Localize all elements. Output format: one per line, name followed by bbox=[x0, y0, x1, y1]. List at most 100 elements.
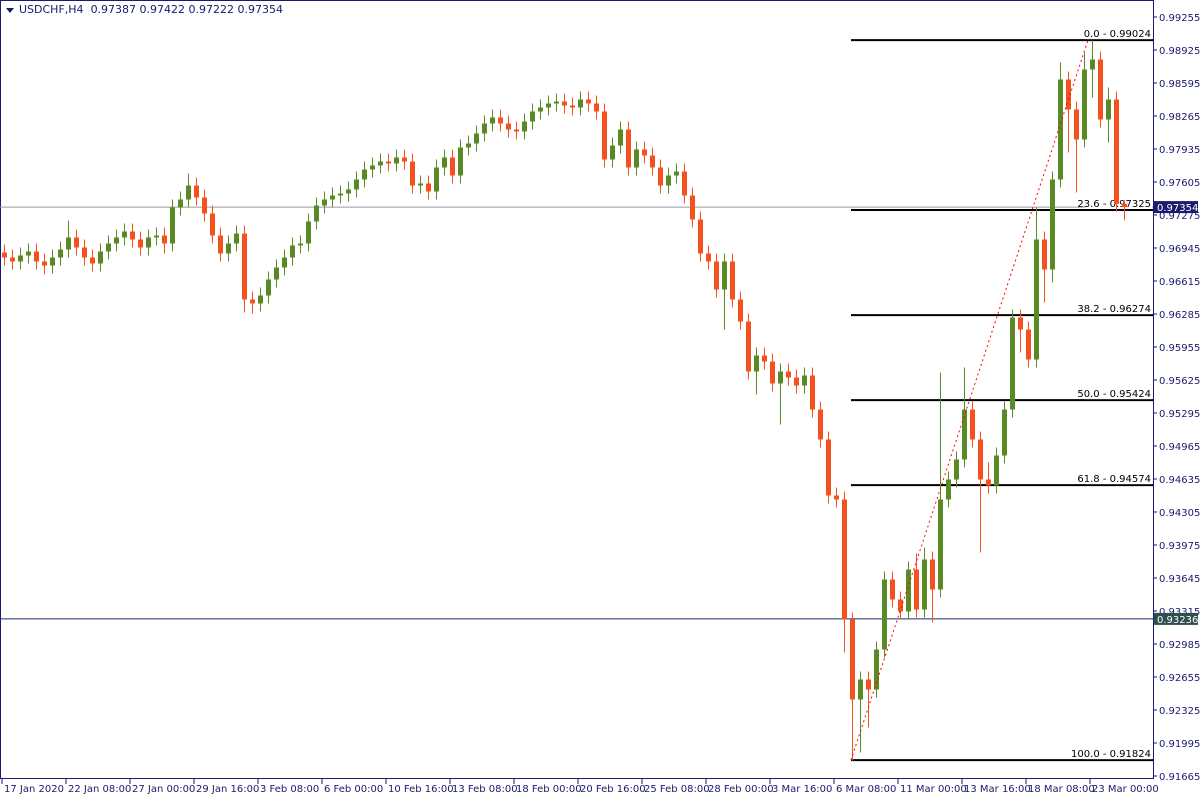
candle bbox=[586, 91, 591, 112]
x-tick-label: 23 Mar 00:00 bbox=[1092, 784, 1159, 795]
candle bbox=[106, 235, 111, 260]
symbol-label: USDCHF,H4 bbox=[19, 3, 84, 16]
y-tick-label: 0.96945 bbox=[1159, 244, 1200, 255]
y-tick-label: 0.95295 bbox=[1159, 409, 1200, 420]
candle-body bbox=[546, 103, 551, 108]
candle bbox=[546, 95, 551, 116]
candle-body bbox=[34, 251, 39, 262]
candle bbox=[18, 247, 23, 270]
candle-body bbox=[2, 252, 7, 258]
candle-body bbox=[298, 243, 303, 246]
x-tick-label: 22 Jan 08:00 bbox=[68, 784, 131, 795]
candle-body bbox=[866, 679, 871, 690]
candle-body bbox=[466, 143, 471, 148]
x-tick-label: 13 Feb 08:00 bbox=[452, 784, 518, 795]
candle-body bbox=[450, 157, 455, 176]
y-tick-label: 0.92655 bbox=[1159, 673, 1200, 684]
candle-body bbox=[530, 111, 535, 122]
dropdown-triangle-icon[interactable] bbox=[6, 7, 14, 13]
candle bbox=[322, 191, 327, 214]
candle-body bbox=[994, 455, 999, 486]
candle-body bbox=[690, 195, 695, 220]
y-tick-label: 0.93645 bbox=[1159, 574, 1200, 585]
candle bbox=[90, 249, 95, 272]
x-tick-label: 6 Mar 08:00 bbox=[836, 784, 896, 795]
candle-body bbox=[42, 261, 47, 266]
candle-body bbox=[282, 257, 287, 268]
candle bbox=[714, 253, 719, 298]
candle bbox=[1066, 71, 1071, 153]
candle bbox=[474, 125, 479, 152]
candle bbox=[698, 211, 703, 262]
candle bbox=[738, 291, 743, 330]
candle-body bbox=[562, 101, 567, 106]
candle-body bbox=[722, 261, 727, 290]
candle bbox=[1106, 87, 1111, 143]
x-tick-label: 13 Mar 16:00 bbox=[964, 784, 1031, 795]
candle bbox=[706, 245, 711, 270]
candle bbox=[354, 171, 359, 198]
candle bbox=[1058, 62, 1063, 188]
candle-body bbox=[458, 147, 463, 176]
candle-body bbox=[834, 495, 839, 500]
chart-title: USDCHF,H4 0.97387 0.97422 0.97222 0.9735… bbox=[6, 3, 283, 16]
candle bbox=[770, 353, 775, 392]
candle bbox=[930, 551, 935, 623]
candle bbox=[162, 227, 167, 254]
candle bbox=[258, 287, 263, 312]
candle bbox=[74, 229, 79, 256]
y-tick-label: 0.91665 bbox=[1159, 772, 1200, 783]
candle-body bbox=[1050, 179, 1055, 270]
x-tick-label: 10 Feb 16:00 bbox=[388, 784, 454, 795]
candle-body bbox=[610, 145, 615, 160]
candle bbox=[1114, 91, 1119, 212]
candle-body bbox=[882, 579, 887, 650]
candle bbox=[186, 173, 191, 208]
candle-body bbox=[1042, 239, 1047, 270]
candle bbox=[730, 253, 735, 308]
candle bbox=[370, 157, 375, 178]
candle bbox=[130, 223, 135, 248]
x-tick-label: 18 Mar 08:00 bbox=[1028, 784, 1095, 795]
candle bbox=[802, 367, 807, 394]
candle-body bbox=[266, 279, 271, 296]
candle-body bbox=[226, 243, 231, 254]
y-tick-label: 0.96615 bbox=[1159, 277, 1200, 288]
fib-level-label: 38.2 - 0.96274 bbox=[1077, 304, 1151, 315]
candle-body bbox=[618, 129, 623, 146]
candle-body bbox=[378, 161, 383, 166]
candle bbox=[570, 97, 575, 116]
y-tick-label: 0.98925 bbox=[1159, 46, 1200, 57]
candle-body bbox=[98, 251, 103, 264]
candle bbox=[306, 213, 311, 252]
candle bbox=[746, 313, 751, 380]
candle-body bbox=[386, 161, 391, 164]
candle bbox=[850, 612, 855, 761]
candle-body bbox=[1018, 317, 1023, 330]
candle-body bbox=[762, 355, 767, 362]
candle-body bbox=[66, 237, 71, 250]
candle-body bbox=[842, 499, 847, 620]
candle bbox=[1098, 51, 1103, 128]
candle bbox=[282, 249, 287, 276]
candle-body bbox=[106, 243, 111, 252]
candle-body bbox=[1090, 59, 1095, 70]
candle bbox=[418, 175, 423, 194]
candle-body bbox=[50, 257, 55, 266]
candle-body bbox=[242, 233, 247, 300]
x-tick-label: 17 Jan 2020 bbox=[4, 784, 64, 795]
candle-body bbox=[498, 117, 503, 124]
candle-body bbox=[794, 377, 799, 386]
y-tick-label: 0.94305 bbox=[1159, 508, 1200, 519]
fib-level-label: 61.8 - 0.94574 bbox=[1077, 474, 1151, 485]
candle-body bbox=[210, 213, 215, 236]
candle bbox=[378, 153, 383, 174]
candle bbox=[394, 149, 399, 172]
fib-level-label: 0.0 - 0.99024 bbox=[1084, 29, 1151, 40]
candle-body bbox=[898, 599, 903, 612]
candle bbox=[1018, 309, 1023, 353]
candle-body bbox=[658, 167, 663, 186]
candle bbox=[242, 225, 247, 313]
